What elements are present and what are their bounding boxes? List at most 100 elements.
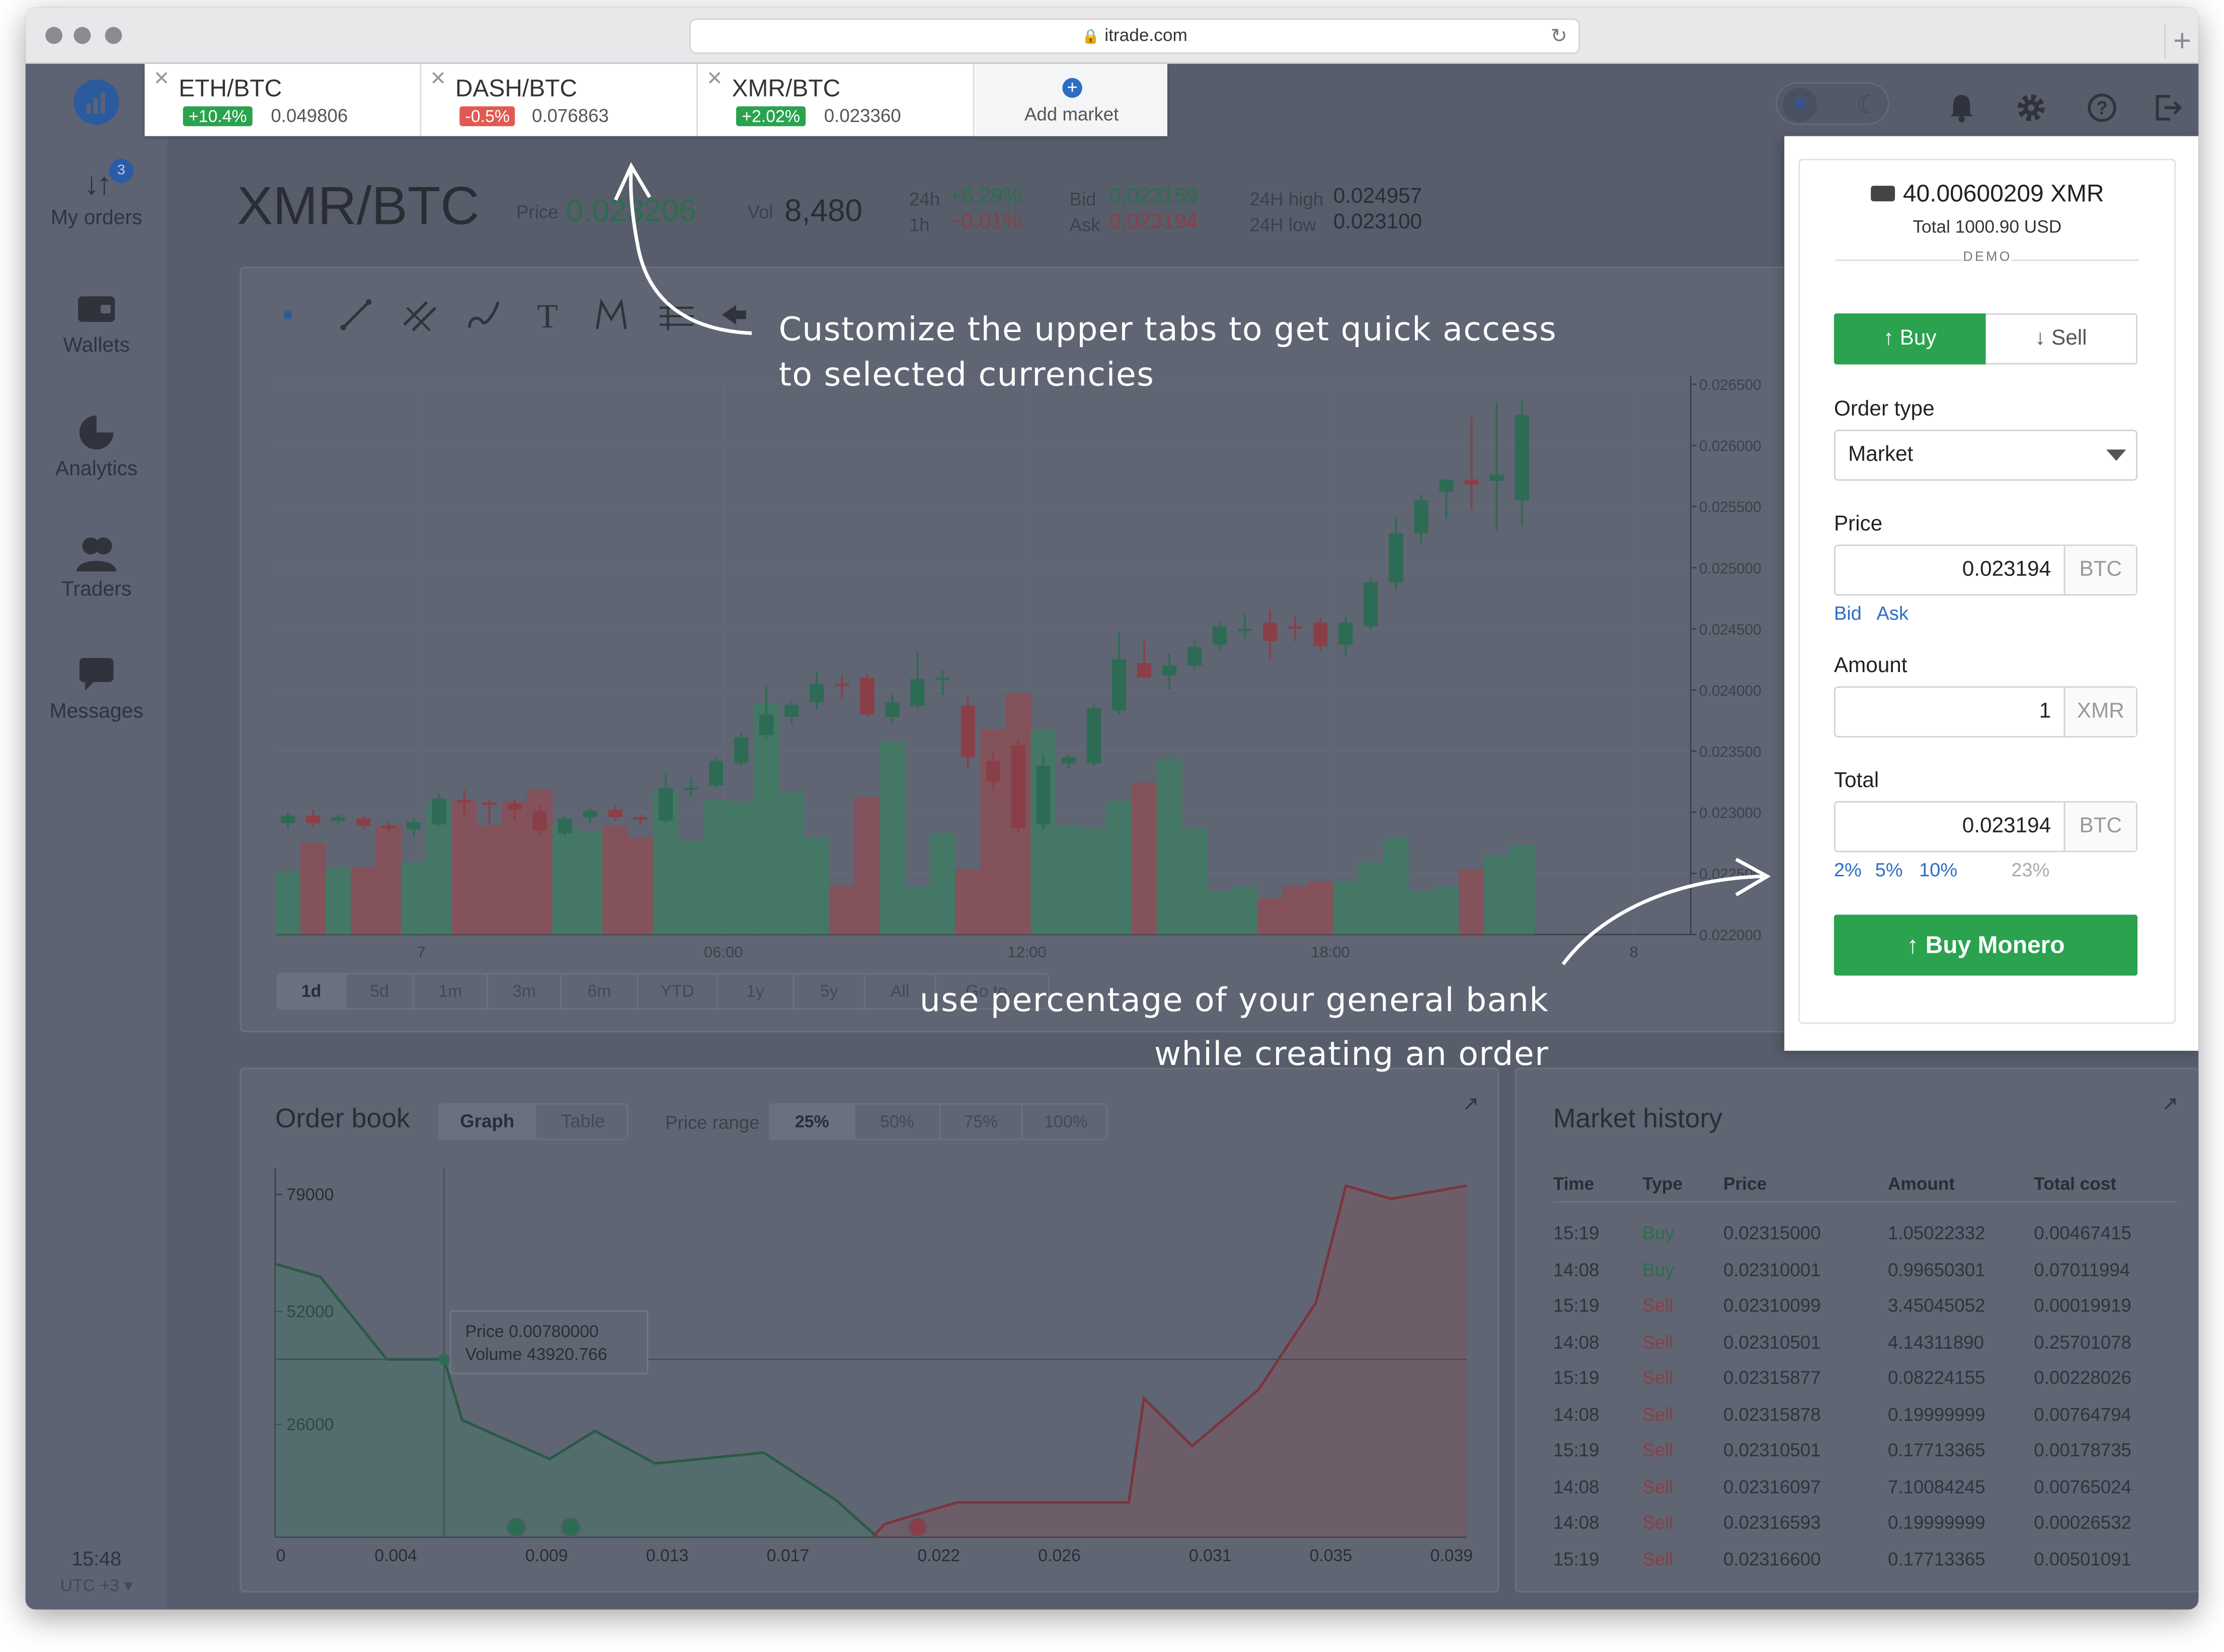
view-graph-button[interactable]: Graph <box>439 1104 535 1139</box>
timeframe-1d[interactable]: 1d <box>278 974 346 1009</box>
cell-time: 14:08 <box>1553 1511 1600 1533</box>
cell-price: 0.02310501 <box>1723 1439 1821 1461</box>
measure-tool-icon[interactable] <box>657 296 696 333</box>
timeframe-5d[interactable]: 5d <box>346 974 415 1009</box>
volume-bar <box>1081 828 1107 935</box>
sidebar-item-traders[interactable]: Traders <box>26 535 168 620</box>
price-range-label: Price range <box>665 1112 760 1133</box>
price-chart[interactable]: 0.022000 0.022500 0.023000 0.023500 0.024000… <box>241 268 1803 977</box>
cell-type: Sell <box>1642 1367 1674 1388</box>
total-input[interactable]: 0.023194 BTC <box>1834 801 2138 853</box>
sidebar-item-my-orders[interactable]: ↓↑ 3 My orders <box>26 158 168 251</box>
timeframe-1y[interactable]: 1y <box>718 974 795 1009</box>
text-tool-icon[interactable]: T <box>529 296 566 333</box>
history-row[interactable]: 15:19 Sell 0.02310501 0.17713365 0.00178735 <box>1553 1439 2177 1474</box>
close-tab-icon[interactable]: ✕ <box>430 66 447 90</box>
cell-time: 15:19 <box>1553 1222 1600 1244</box>
timeframe-3m[interactable]: 3m <box>488 974 562 1009</box>
tab-change-badge: +10.4% <box>183 106 253 126</box>
percent-5-link[interactable]: 5% <box>1875 859 1903 881</box>
candle-body <box>532 811 547 831</box>
x-tick-label: 0.031 <box>1189 1546 1232 1565</box>
range-100[interactable]: 100% <box>1021 1104 1106 1139</box>
brush-tool-icon[interactable] <box>465 296 502 333</box>
candle-body <box>432 798 446 824</box>
candle-body <box>1489 474 1504 481</box>
reload-icon[interactable]: ↻ <box>1550 24 1567 47</box>
col-time: Time <box>1553 1174 1595 1194</box>
range-75[interactable]: 75% <box>939 1104 1021 1139</box>
gear-icon[interactable] <box>2016 92 2047 123</box>
new-tab-icon[interactable]: + <box>2164 24 2199 58</box>
history-row[interactable]: 14:08 Sell 0.02316593 0.19999999 0.00026532 <box>1553 1512 2177 1547</box>
buy-tab[interactable]: ↑ Buy <box>1834 313 1986 365</box>
close-tab-icon[interactable]: ✕ <box>153 66 170 90</box>
minimize-window-button[interactable] <box>73 27 91 44</box>
sidebar-item-messages[interactable]: Messages <box>26 655 168 740</box>
sidebar-item-label: My orders <box>50 207 142 230</box>
range-25[interactable]: 25% <box>770 1104 854 1139</box>
price-input[interactable]: 0.023194 BTC <box>1834 544 2138 596</box>
dot-tool-icon[interactable] <box>278 305 298 324</box>
zoom-window-button[interactable] <box>105 27 122 44</box>
view-table-button[interactable]: Table <box>534 1104 627 1139</box>
timeframe-all[interactable]: All <box>865 974 936 1009</box>
ask-value: 0.023194 <box>1109 210 1198 234</box>
volume-bar <box>401 862 427 935</box>
logout-icon[interactable] <box>2153 92 2184 123</box>
order-book-chart[interactable]: 79000 52000 26000 0 0.004 0.009 0.013 0.017 0.02… <box>241 1069 1500 1594</box>
add-market-button[interactable]: + Add market <box>976 63 1167 136</box>
percent-10-link[interactable]: 10% <box>1919 859 1958 881</box>
col-amount: Amount <box>1887 1174 1955 1194</box>
pie-chart-icon <box>79 415 114 450</box>
multi-line-tool-icon[interactable] <box>402 296 438 333</box>
range-50[interactable]: 50% <box>853 1104 939 1139</box>
timeframe-5y[interactable]: 5y <box>795 974 865 1009</box>
amount-input[interactable]: 1 XMR <box>1834 686 2138 737</box>
timeframe-ytd[interactable]: YTD <box>639 974 718 1009</box>
timeframe-6m[interactable]: 6m <box>562 974 639 1009</box>
percent-2-link[interactable]: 2% <box>1834 859 1862 881</box>
buy-tab-label: Buy <box>1899 326 1937 351</box>
sidebar-item-analytics[interactable]: Analytics <box>26 414 168 499</box>
history-row[interactable]: 15:19 Buy 0.02315000 1.05022332 0.00467415 <box>1553 1222 2177 1258</box>
line-tool-icon[interactable] <box>338 296 374 333</box>
logo-icon[interactable] <box>73 79 119 125</box>
back-arrow-icon[interactable] <box>718 299 749 331</box>
market-tab[interactable]: ✕ DASH/BTC -0.5% 0.076863 <box>421 63 698 136</box>
buy-monero-button[interactable]: ↑ Buy Monero <box>1834 915 2138 976</box>
pattern-tool-icon[interactable] <box>593 296 629 333</box>
timeframe-1m[interactable]: 1m <box>414 974 488 1009</box>
timeframe-goto[interactable]: Go to... <box>966 981 1022 1002</box>
cell-price: 0.02315878 <box>1723 1403 1821 1425</box>
volume-bar <box>300 843 326 935</box>
help-icon[interactable]: ? <box>2087 92 2118 123</box>
bid-link[interactable]: Bid <box>1834 603 1862 624</box>
volume-bar <box>1332 881 1359 935</box>
history-row[interactable]: 15:19 Sell 0.02315877 0.08224155 0.00228026 <box>1553 1367 2177 1402</box>
market-tab[interactable]: ✕ ETH/BTC +10.4% 0.049806 <box>145 63 422 136</box>
close-window-button[interactable] <box>45 27 63 44</box>
external-link-icon[interactable]: ↗ <box>1462 1092 1479 1115</box>
close-tab-icon[interactable]: ✕ <box>706 66 723 90</box>
market-tab-active[interactable]: ✕ XMR/BTC +2.02% 0.023360 <box>698 63 975 136</box>
bell-icon[interactable] <box>1946 92 1977 123</box>
history-row[interactable]: 14:08 Sell 0.02315878 0.19999999 0.00764794 <box>1553 1403 2177 1438</box>
candle-body <box>608 809 622 817</box>
external-link-icon[interactable]: ↗ <box>2162 1092 2179 1115</box>
sidebar-item-wallets[interactable]: Wallets <box>26 294 168 379</box>
sell-tab[interactable]: ↓ Sell <box>1985 313 2138 365</box>
address-bar[interactable]: 🔒 itrade.com ↻ <box>689 18 1580 54</box>
ask-link[interactable]: Ask <box>1876 603 1909 624</box>
order-type-select[interactable]: Market <box>1834 430 2138 481</box>
history-row[interactable]: 15:19 Sell 0.02316600 0.17713365 0.00501091 <box>1553 1548 2177 1577</box>
history-row[interactable]: 14:08 Sell 0.02310501 4.14311890 0.25701078 <box>1553 1331 2177 1366</box>
history-row[interactable]: 15:19 Sell 0.02310099 3.45045052 0.00019919 <box>1553 1295 2177 1330</box>
timezone-selector[interactable]: UTC +3 ▾ <box>60 1575 133 1596</box>
1h-change: −0.01% <box>948 210 1022 234</box>
theme-toggle[interactable]: ☀ ☾ <box>1776 82 1889 125</box>
market-tabs: ✕ ETH/BTC +10.4% 0.049806 ✕ DASH/BTC -0.… <box>144 63 1167 136</box>
cell-price: 0.02310001 <box>1723 1258 1821 1280</box>
history-row[interactable]: 14:08 Buy 0.02310001 0.99650301 0.07011994 <box>1553 1259 2177 1294</box>
history-row[interactable]: 14:08 Sell 0.02316097 7.10084245 0.00765024 <box>1553 1475 2177 1511</box>
